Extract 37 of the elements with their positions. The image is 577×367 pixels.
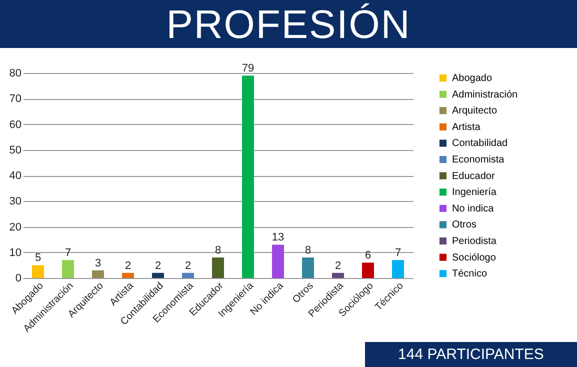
data-label: 2 <box>334 260 342 272</box>
legend-label: Técnico <box>452 268 488 280</box>
legend-label: Economista <box>452 154 505 166</box>
data-label: 8 <box>214 244 222 256</box>
legend-label: Abogado <box>452 73 492 84</box>
data-label: 7 <box>394 247 402 260</box>
data-label: 79 <box>242 62 254 75</box>
data-label: 7 <box>64 247 72 260</box>
data-label: 13 <box>272 232 284 244</box>
y-tick-label: 80 <box>9 68 22 80</box>
y-tick-label: 30 <box>9 196 22 208</box>
y-tick-label: 50 <box>9 144 22 156</box>
y-tick-label: 40 <box>9 170 22 182</box>
legend-label: Educador <box>452 170 496 182</box>
y-tick-label: 0 <box>15 272 22 284</box>
legend-label: Contabilidad <box>452 138 508 150</box>
data-label: 2 <box>124 260 132 272</box>
legend-label: No indica <box>452 203 494 214</box>
data-label: 2 <box>154 260 162 272</box>
chart-title: PROFESIÓN <box>0 0 577 48</box>
legend-label: Otros <box>452 220 476 231</box>
text: 144 PARTICIPANTES <box>365 342 577 367</box>
data-label: 5 <box>34 252 42 264</box>
y-tick-label: 60 <box>9 118 22 131</box>
legend-label: Arquitecto <box>452 106 498 117</box>
data-label: 3 <box>94 257 102 270</box>
data-label: 6 <box>364 250 372 262</box>
legend-label: Ingeniería <box>452 187 497 198</box>
y-tick-label: 10 <box>9 246 22 259</box>
legend-label: Administración <box>452 89 518 100</box>
y-tick-label: 20 <box>9 221 22 234</box>
data-label: 8 <box>304 244 312 256</box>
legend-label: Periodista <box>452 236 497 247</box>
legend-label: Artista <box>452 122 481 133</box>
y-tick-label: 70 <box>9 93 22 106</box>
legend-label: Sociólogo <box>452 252 496 264</box>
data-label: 2 <box>184 260 192 272</box>
